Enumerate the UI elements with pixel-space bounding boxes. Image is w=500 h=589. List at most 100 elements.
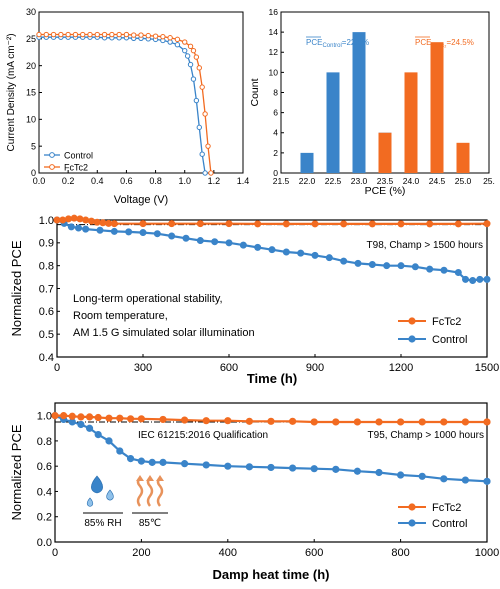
damp-point-0 (77, 413, 85, 421)
damp-point-1 (224, 462, 232, 470)
droplet (91, 475, 103, 494)
hist-bar-1 (404, 72, 418, 173)
x-tick-label: 1.4 (237, 176, 250, 186)
damp-point-0 (289, 417, 297, 425)
jv-point-1 (199, 84, 205, 90)
damp-point-1 (267, 463, 275, 472)
stability-point-1 (211, 238, 219, 246)
stability-point-1 (96, 226, 104, 234)
jv-point-1 (202, 111, 208, 117)
damp-point-0 (116, 414, 124, 422)
x-tick-label: 800 (391, 547, 409, 559)
x-tick-label: 0.2 (62, 176, 75, 186)
damp-point-1 (353, 467, 362, 475)
stability-point-1 (282, 248, 290, 256)
damp-point-1 (137, 457, 145, 465)
damp-point-1 (375, 468, 383, 477)
stability-point-1 (297, 249, 305, 257)
rh-label: 85% RH (84, 518, 121, 529)
y-tick-label: 2 (273, 148, 278, 158)
stability-point-1 (397, 262, 405, 270)
y-tick-label: 0.6 (39, 306, 54, 318)
jv-point-1 (193, 54, 200, 60)
y-tick-label: 0.8 (39, 261, 54, 273)
damp-point-0 (60, 412, 68, 420)
x-tick-label: 25.0 (455, 176, 472, 186)
legend-marker (49, 152, 55, 158)
legend-marker (408, 519, 416, 527)
heat-arrowhead (156, 475, 164, 481)
jv-point-1 (145, 32, 151, 39)
stability-point-1 (110, 227, 118, 235)
heat-wave (156, 477, 164, 507)
axes-stability_light: 0 300 600 900 1200 1500 0.4 0.5 0.6 0.7 0.8 0.9 1.0 T… (9, 214, 499, 386)
jv-point-1 (152, 33, 159, 39)
axes-jv: 0.0 0.2 0.4 0.6 0.8 1.0 1.2 1.4 0 5 10 15 20 25 30 Volt… (6, 7, 249, 206)
damp-point-1 (148, 458, 156, 466)
damp-point-1 (332, 465, 340, 473)
stability-point-1 (354, 259, 362, 267)
damp-point-0 (94, 413, 102, 422)
x-axis-label: Voltage (V) (114, 194, 168, 206)
damp-point-1 (116, 447, 124, 455)
stability-point-0 (426, 220, 434, 228)
jv-point-0 (202, 170, 208, 176)
y-tick-label: 0.5 (39, 329, 54, 341)
y-axis-label: Count (249, 78, 261, 106)
stability-point-0 (139, 220, 147, 228)
damp-point-1 (77, 420, 85, 429)
damp-point-0 (181, 416, 189, 424)
stability-point-1 (469, 277, 477, 285)
hist-bar-1 (430, 42, 444, 173)
stability-point-1 (168, 232, 176, 240)
hist-bar-0 (326, 72, 340, 173)
damp-point-1 (94, 430, 102, 439)
stability-point-0 (483, 220, 491, 228)
jv-point-1 (36, 31, 42, 38)
x-tick-label: 24.5 (429, 176, 446, 186)
stability-point-0 (254, 220, 262, 228)
stability-point-1 (383, 262, 391, 270)
x-tick-label: 1.2 (208, 176, 221, 186)
damp-point-1 (418, 472, 426, 480)
damp-point-0 (483, 418, 491, 426)
jv-point-1 (94, 31, 100, 38)
hist-bar-1 (456, 142, 470, 173)
x-tick-label: 22.0 (299, 176, 316, 186)
stability-point-1 (153, 230, 161, 238)
stability-point-1 (426, 265, 434, 273)
damp-point-0 (418, 418, 426, 426)
stability-line-0 (57, 217, 488, 225)
stability-point-0 (110, 220, 118, 228)
stability-point-0 (70, 214, 78, 222)
x-tick-label: 1.0 (178, 176, 191, 186)
x-tick-label: 21.5 (273, 176, 290, 186)
y-tick-label: 15 (26, 88, 36, 98)
stability-point-0 (99, 219, 107, 227)
droplets-icon (86, 475, 114, 507)
jv-point-1 (187, 43, 194, 50)
conditions-text: Long-term operational stability, (73, 293, 223, 305)
y-axis-label: Current Density (mA cm⁻²) (6, 33, 17, 151)
damp-point-1 (245, 463, 253, 471)
jv-point-1 (174, 36, 181, 43)
x-tick-label: 0 (54, 362, 60, 374)
y-tick-label: 5 (31, 141, 36, 151)
heat-arrowhead (136, 475, 144, 481)
stability-point-1 (268, 246, 276, 254)
annotation-text: PCEFcTc₂=24.5% (415, 38, 474, 49)
damp-point-1 (310, 465, 318, 473)
stability-point-0 (82, 216, 90, 224)
stability-point-1 (411, 263, 419, 271)
x-tick-label: 0 (52, 547, 58, 559)
stability-point-1 (225, 239, 233, 247)
jv-line-0 (39, 36, 206, 174)
jv-point-1 (138, 32, 144, 38)
stability-point-1 (182, 234, 190, 242)
droplet (86, 497, 94, 507)
legend-label: Control (64, 151, 93, 161)
y-tick-label: 1.0 (37, 410, 52, 422)
jv-point-0 (174, 42, 181, 48)
stability-point-0 (311, 220, 319, 228)
x-tick-label: 0.4 (91, 176, 104, 186)
